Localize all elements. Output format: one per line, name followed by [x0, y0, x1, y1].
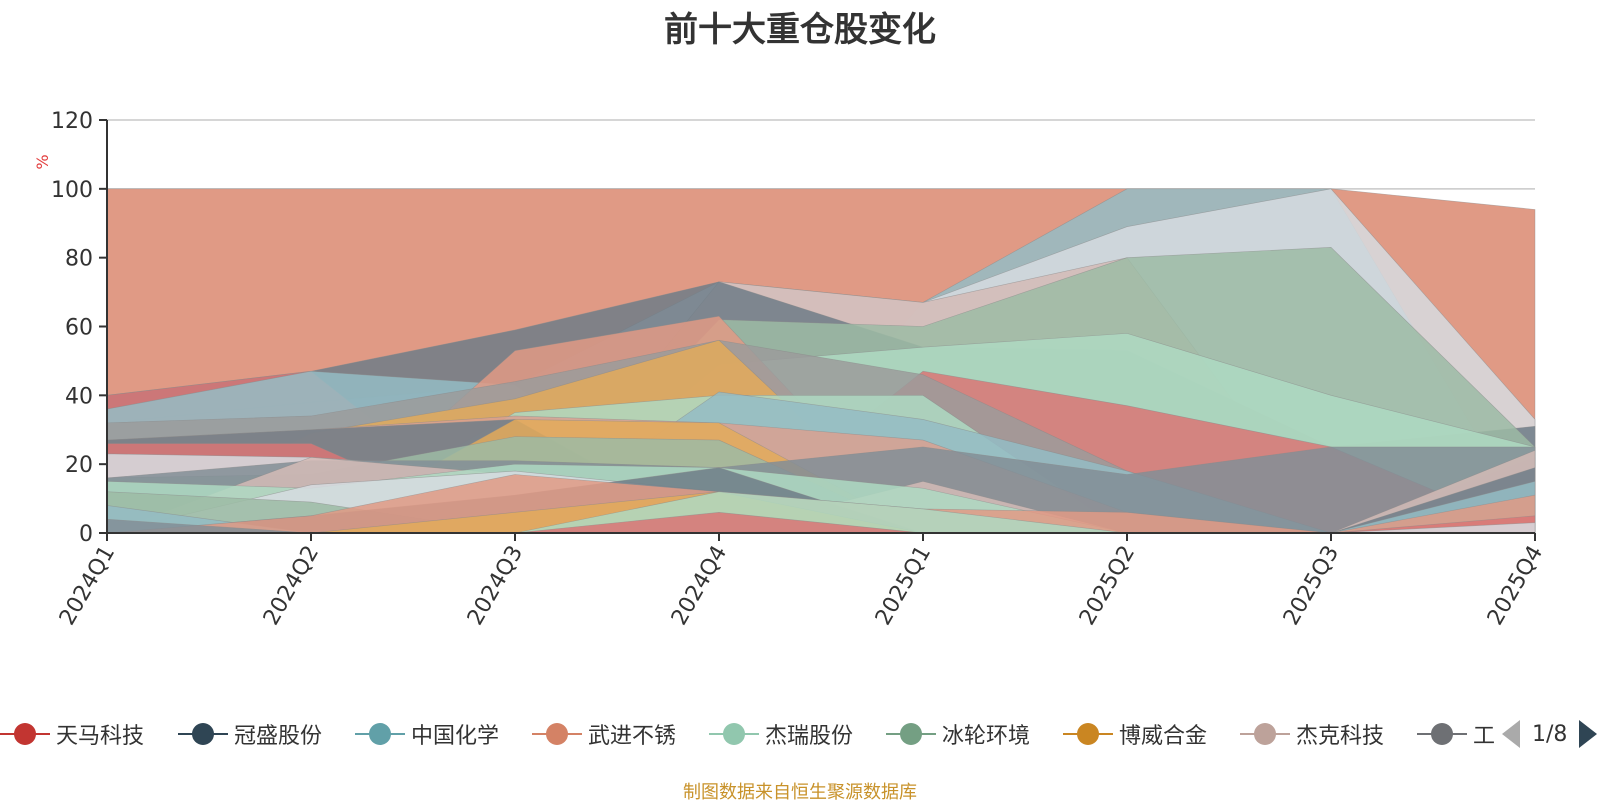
legend-label: 杰瑞股份 — [765, 724, 854, 749]
y-tick-label: 20 — [65, 453, 93, 478]
legend-label: 工 — [1472, 724, 1495, 749]
x-tick-label: 2025Q1 — [871, 542, 936, 630]
legend-page-indicator: 1/8 — [1532, 721, 1568, 747]
legend-marker-icon — [0, 716, 50, 752]
legend-item[interactable]: 冰轮环境 — [886, 716, 1030, 752]
legend-marker-icon — [709, 716, 759, 752]
x-tick-label: 2024Q1 — [55, 542, 120, 630]
y-tick-label: 80 — [65, 247, 93, 272]
chart-title: 前十大重仓股变化 — [664, 10, 936, 50]
x-tick-label: 2025Q4 — [1483, 542, 1548, 630]
legend-marker-icon — [178, 716, 228, 752]
y-tick-label: 100 — [51, 178, 93, 203]
legend-item[interactable]: 博威合金 — [1063, 716, 1207, 752]
legend-marker-icon — [355, 716, 405, 752]
legend-label: 杰克科技 — [1296, 724, 1385, 749]
legend-next-icon[interactable] — [1579, 720, 1598, 748]
x-tick-label: 2024Q2 — [259, 542, 324, 630]
legend: 天马科技 冠盛股份 中国化学 武进不锈 杰瑞股份 冰轮环境 博威合金 杰克科技 工 — [0, 716, 1600, 752]
legend-label: 武进不锈 — [588, 724, 677, 749]
legend-prev-icon[interactable] — [1502, 720, 1520, 748]
x-tick-label: 2024Q3 — [463, 542, 528, 630]
legend-label: 中国化学 — [411, 724, 500, 749]
legend-item[interactable]: 冠盛股份 — [178, 716, 322, 752]
x-tick-label: 2025Q2 — [1075, 542, 1140, 630]
legend-marker-icon — [1240, 716, 1290, 752]
source-note: 制图数据来自恒生聚源数据库 — [683, 782, 917, 803]
legend-pager: 1/8 — [1502, 716, 1598, 752]
legend-item[interactable]: 杰瑞股份 — [709, 716, 853, 752]
legend-item[interactable]: 天马科技 — [0, 716, 144, 752]
y-tick-label: 0 — [79, 522, 93, 547]
legend-item[interactable]: 中国化学 — [355, 716, 499, 752]
y-tick-label: 120 — [51, 109, 93, 134]
x-tick-label: 2024Q4 — [667, 542, 732, 630]
legend-marker-icon — [532, 716, 582, 752]
legend-label: 天马科技 — [56, 724, 145, 749]
y-tick-label: 40 — [65, 384, 93, 409]
y-tick-label: 60 — [65, 316, 93, 341]
legend-label: 冠盛股份 — [234, 724, 323, 749]
legend-marker-icon — [1417, 716, 1467, 752]
legend-item[interactable]: 工 — [1417, 716, 1495, 752]
legend-label: 博威合金 — [1119, 724, 1208, 749]
legend-marker-icon — [1063, 716, 1113, 752]
legend-marker-icon — [886, 716, 936, 752]
legend-item[interactable]: 武进不锈 — [532, 716, 676, 752]
legend-label: 冰轮环境 — [942, 724, 1031, 749]
x-tick-label: 2025Q3 — [1279, 542, 1344, 630]
y-axis-unit: % — [33, 154, 52, 169]
legend-item[interactable]: 杰克科技 — [1240, 716, 1384, 752]
